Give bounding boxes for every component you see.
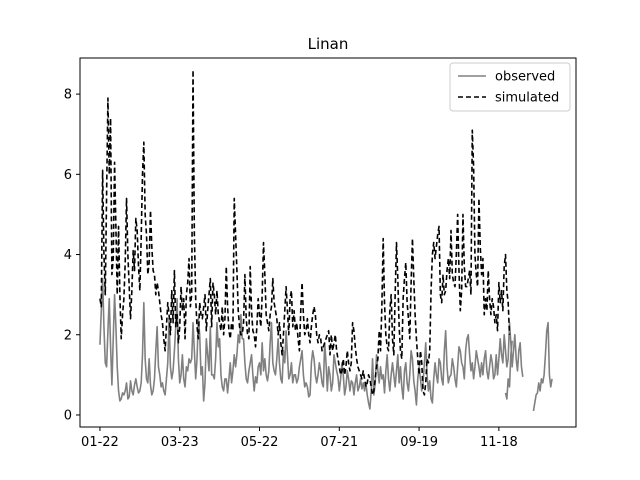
x-tick-label: 03-23: [161, 435, 199, 450]
x-tick-label: 05-22: [241, 435, 279, 450]
plot-frame: [79, 57, 577, 428]
observed-line-segment-2: [504, 340, 513, 400]
simulated-line-segment-1: [99, 69, 511, 396]
x-axis: 01-22 03-23 05-22 07-21 09-19 11-18: [81, 427, 518, 450]
legend-box: [449, 62, 571, 112]
y-tick-label: 8: [64, 88, 72, 103]
series-simulated: [99, 69, 511, 396]
y-tick-label: 2: [64, 328, 72, 343]
x-tick-label: 09-19: [400, 435, 438, 450]
x-tick-label: 11-18: [480, 435, 518, 450]
y-tick-label: 4: [64, 248, 72, 263]
chart-title: Linan: [308, 35, 349, 53]
observed-line-segment-1: [99, 277, 524, 410]
series-observed: [99, 277, 553, 412]
y-tick-label: 0: [64, 408, 72, 423]
x-tick-label: 07-21: [320, 435, 358, 450]
observed-line-segment-3: [532, 321, 553, 412]
legend: observed simulated: [449, 62, 571, 112]
series-layer: [99, 69, 553, 412]
y-tick-label: 6: [64, 168, 72, 183]
x-tick-label: 01-22: [81, 435, 119, 450]
y-axis: 0 2 4 6 8: [64, 88, 80, 423]
legend-label-observed: observed: [495, 70, 555, 85]
legend-label-simulated: simulated: [495, 91, 559, 106]
